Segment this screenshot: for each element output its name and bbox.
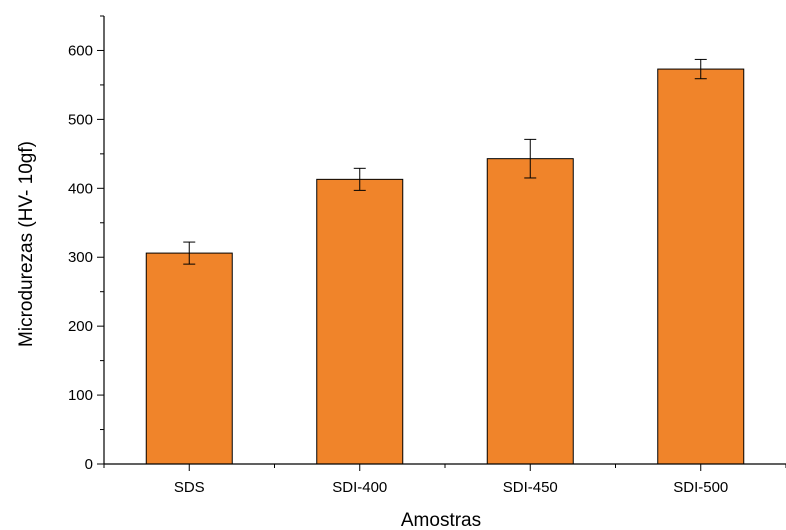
x-tick-label: SDI-500 (673, 479, 728, 496)
axes-group (97, 15, 786, 471)
y-tick-label: 600 (68, 42, 93, 59)
x-axis-title: Amostras (401, 510, 481, 530)
error-bar-sdi-450 (524, 138, 537, 179)
error-bar-sdi-500 (694, 58, 707, 80)
y-tick-label: 0 (85, 456, 93, 473)
bars-group (145, 68, 745, 465)
x-tick-label: SDI-450 (503, 479, 558, 496)
bar-sds (145, 252, 233, 465)
y-tick-label: 100 (68, 387, 93, 404)
y-tick-label: 200 (68, 318, 93, 335)
error-bars-group (183, 58, 707, 265)
error-bar-sdi-400 (353, 167, 366, 191)
y-tick-label: 500 (68, 111, 93, 128)
bar-sdi-450 (486, 158, 574, 465)
y-tick-label: 400 (68, 180, 93, 197)
y-tick-labels: 0 100 200 300 400 500 600 (68, 42, 93, 473)
bar-sdi-500 (657, 68, 745, 465)
bar-sdi-400 (316, 178, 404, 465)
error-bar-sds (183, 241, 196, 265)
x-tick-labels: SDS SDI-400 SDI-450 SDI-500 (174, 479, 728, 496)
x-tick-label: SDI-400 (332, 479, 387, 496)
y-axis-title: Microdurezas (HV- 10gf) (16, 141, 37, 347)
y-tick-label: 300 (68, 249, 93, 266)
x-tick-label: SDS (174, 479, 205, 496)
